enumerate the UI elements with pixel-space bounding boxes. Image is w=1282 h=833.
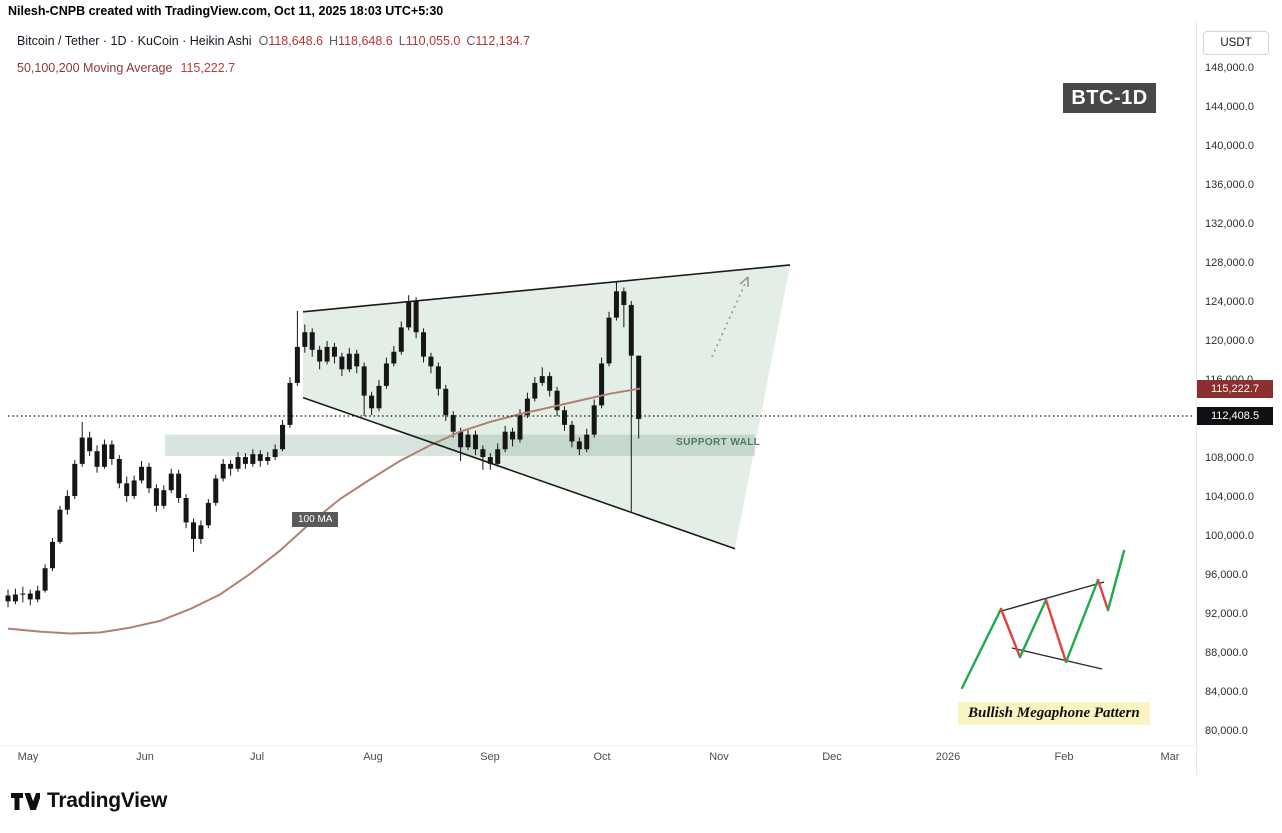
open-label: O (258, 34, 269, 48)
price-tick-label: 88,000.0 (1205, 647, 1248, 659)
price-tick-label: 104,000.0 (1205, 491, 1254, 503)
ma-100-tag[interactable]: 100 MA (292, 512, 339, 527)
price-axis-separator (1196, 22, 1197, 775)
ma-100-line[interactable] (7, 387, 641, 635)
support-wall-annotation[interactable]: SUPPORT WALL (676, 437, 761, 448)
watermark-text-btc-1d[interactable]: BTC-1D (1063, 83, 1156, 113)
price-tick-label: 92,000.0 (1205, 608, 1248, 620)
close-value: 112,134.7 (475, 34, 531, 48)
time-tick-label: Jul (249, 751, 265, 763)
price-tick-label: 96,000.0 (1205, 569, 1248, 581)
price-tick-label: 140,000.0 (1205, 140, 1254, 152)
price-tick-label: 108,000.0 (1205, 452, 1254, 464)
price-tick-label: 148,000.0 (1205, 62, 1254, 74)
megaphone-fill[interactable] (303, 264, 790, 549)
price-tick-label: 120,000.0 (1205, 335, 1254, 347)
price-tick-label: 132,000.0 (1205, 218, 1254, 230)
price-tick-label: 84,000.0 (1205, 686, 1248, 698)
tradingview-logo[interactable]: TradingView (10, 786, 167, 816)
low-value: 110,055.0 (405, 34, 461, 48)
symbol-title[interactable]: Bitcoin / Tether · 1D · KuCoin · Heikin … (17, 34, 252, 48)
price-tick-label: 128,000.0 (1205, 257, 1254, 269)
time-tick-label: May (17, 751, 39, 763)
chart-legend: Bitcoin / Tether · 1D · KuCoin · Heikin … (17, 34, 530, 48)
time-tick-label: Dec (822, 751, 842, 763)
tradingview-logo-text: TradingView (47, 789, 168, 812)
attribution-bar: Nilesh-CNPB created with TradingView.com… (8, 4, 444, 18)
time-axis-separator (0, 745, 1196, 746)
price-tick-label: 144,000.0 (1205, 101, 1254, 113)
time-tick-label: Jun (136, 751, 154, 763)
time-axis[interactable]: May Jun Jul Aug Sep Oct Nov Dec 2026 Feb Mar (0, 751, 1196, 771)
time-tick-label: Oct (593, 751, 611, 763)
high-label: H (329, 34, 339, 48)
breakout-arrow[interactable] (711, 276, 749, 358)
candlestick-series (5, 281, 642, 608)
ma-indicator-value: 115,222.7 (180, 61, 236, 75)
dotted-line-price-label: 112,408.5 (1197, 407, 1273, 426)
mini-megaphone-drawing[interactable] (960, 549, 1126, 690)
time-tick-label: Feb (1054, 751, 1074, 763)
price-tick-label: 100,000.0 (1205, 530, 1254, 542)
lower-trendline[interactable] (302, 396, 736, 550)
time-tick-label: Aug (363, 751, 383, 763)
open-value: 118,648.6 (268, 34, 324, 48)
tradingview-logo-icon (11, 793, 40, 810)
ma-price-label: 115,222.7 (1197, 379, 1273, 398)
upper-trendline[interactable] (302, 264, 791, 313)
ma-indicator-legend[interactable]: 50,100,200 Moving Average 115,222.7 (17, 61, 235, 75)
low-label: L (398, 34, 406, 48)
ohlc-readout: O118,648.6 H118,648.6 L110,055.0 C112,13… (259, 34, 531, 48)
time-tick-label: Nov (709, 751, 729, 763)
price-tick-label: 124,000.0 (1205, 296, 1254, 308)
high-value: 118,648.6 (338, 34, 393, 48)
price-tick-label: 136,000.0 (1205, 179, 1254, 191)
currency-toggle-button[interactable]: USDT (1203, 31, 1269, 55)
ma-indicator-label: 50,100,200 Moving Average (17, 61, 173, 75)
time-tick-label: 2026 (935, 751, 961, 763)
close-label: C (466, 34, 476, 48)
time-tick-label: Sep (480, 751, 500, 763)
mini-pattern-title[interactable]: Bullish Megaphone Pattern (958, 702, 1150, 725)
price-tick-label: 80,000.0 (1205, 725, 1248, 737)
time-tick-label: Mar (1160, 751, 1180, 763)
